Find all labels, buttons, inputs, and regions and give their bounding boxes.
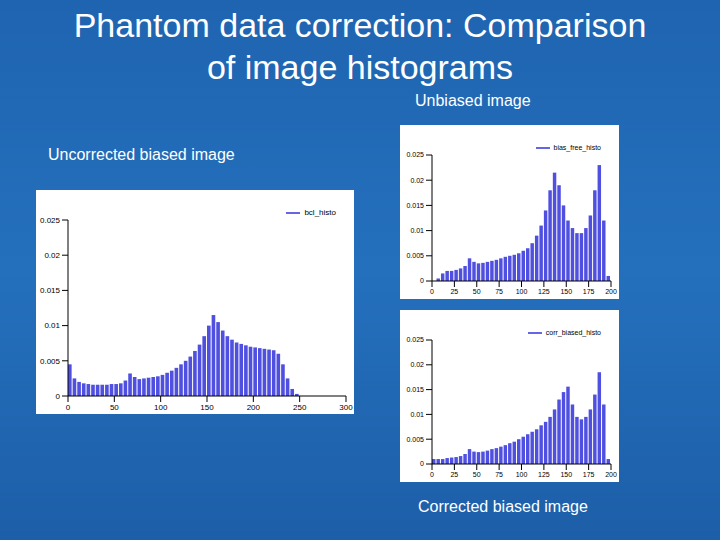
svg-text:50: 50 xyxy=(473,288,481,295)
svg-text:150: 150 xyxy=(560,471,572,478)
svg-text:200: 200 xyxy=(605,288,617,295)
svg-text:100: 100 xyxy=(154,403,168,412)
svg-text:150: 150 xyxy=(560,288,572,295)
svg-text:250: 250 xyxy=(293,403,307,412)
svg-text:0: 0 xyxy=(66,403,71,412)
html-text:bias_free_histo: bias_free_histo xyxy=(553,143,601,151)
svg-text:0.025: 0.025 xyxy=(406,336,424,343)
svg-text:0: 0 xyxy=(420,460,424,467)
svg-text:75: 75 xyxy=(495,288,503,295)
svg-text:100: 100 xyxy=(516,288,528,295)
svg-text:150: 150 xyxy=(200,403,214,412)
html-text:Corrected biased image: Corrected biased image xyxy=(418,498,588,515)
svg-text:50: 50 xyxy=(473,471,481,478)
svg-text:0.015: 0.015 xyxy=(40,286,61,295)
svg-text:0.005: 0.005 xyxy=(406,436,424,443)
svg-text:0.005: 0.005 xyxy=(40,357,61,366)
svg-text:0.005: 0.005 xyxy=(406,252,424,259)
svg-text:300: 300 xyxy=(339,403,353,412)
svg-text:0.02: 0.02 xyxy=(410,361,424,368)
svg-text:75: 75 xyxy=(495,471,503,478)
svg-text:0.015: 0.015 xyxy=(406,202,424,209)
svg-text:0: 0 xyxy=(420,277,424,284)
html-text:Uncorrected biased image: Uncorrected biased image xyxy=(48,146,235,163)
html-text:Unbiased image: Unbiased image xyxy=(415,92,531,109)
svg-text:25: 25 xyxy=(450,471,458,478)
svg-text:0.02: 0.02 xyxy=(410,177,424,184)
svg-text:0.01: 0.01 xyxy=(410,411,424,418)
html-text:bcl_histo: bcl_histo xyxy=(304,208,336,218)
svg-text:200: 200 xyxy=(605,471,617,478)
svg-text:175: 175 xyxy=(583,471,595,478)
svg-text:0.01: 0.01 xyxy=(410,227,424,234)
svg-text:175: 175 xyxy=(583,288,595,295)
svg-text:100: 100 xyxy=(516,471,528,478)
html-text:Phantom data correction: Compa: Phantom data correction: Comparison of i… xyxy=(73,6,647,86)
svg-text:125: 125 xyxy=(538,288,550,295)
svg-text:0: 0 xyxy=(56,392,61,401)
svg-text:125: 125 xyxy=(538,471,550,478)
svg-text:0.025: 0.025 xyxy=(406,151,424,158)
html-text:corr_biased_histo: corr_biased_histo xyxy=(545,328,601,336)
svg-text:0: 0 xyxy=(430,288,434,295)
svg-text:0.02: 0.02 xyxy=(44,251,60,260)
svg-text:0: 0 xyxy=(430,471,434,478)
svg-text:0.01: 0.01 xyxy=(44,321,60,330)
svg-text:50: 50 xyxy=(110,403,119,412)
svg-text:25: 25 xyxy=(450,288,458,295)
svg-text:0.025: 0.025 xyxy=(40,216,61,225)
svg-text:200: 200 xyxy=(247,403,261,412)
svg-text:0.015: 0.015 xyxy=(406,386,424,393)
